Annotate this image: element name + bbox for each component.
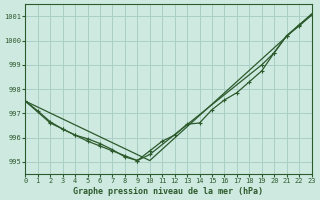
X-axis label: Graphe pression niveau de la mer (hPa): Graphe pression niveau de la mer (hPa): [74, 187, 263, 196]
